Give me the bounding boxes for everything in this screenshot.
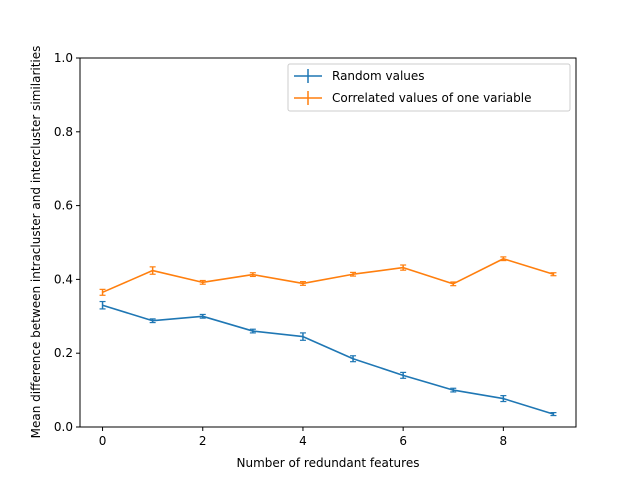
x-tick-label: 4 [299, 434, 307, 448]
series-line [102, 304, 554, 415]
y-tick-label: 0.4 [54, 272, 73, 286]
axes-layer: 0 2 4 6 8 0.0 0.2 0.4 0.6 0.8 1.0 [54, 51, 577, 448]
y-tick-label: 0.2 [54, 346, 73, 360]
x-tick-label: 0 [99, 434, 107, 448]
x-tick-label: 6 [399, 434, 407, 448]
legend-label: Correlated values of one variable [332, 91, 531, 105]
legend-entry-1: Correlated values of one variable [294, 91, 531, 105]
legend: Random values Correlated values of one va… [287, 63, 571, 112]
y-tick-label: 0.0 [54, 420, 73, 434]
series-layer [99, 256, 557, 417]
series-line [102, 257, 554, 294]
y-tick-label: 0.8 [54, 125, 73, 139]
y-axis-label: Mean difference between intracluster and… [29, 46, 43, 439]
axes-frame [79, 57, 577, 428]
x-tick-label: 2 [199, 434, 207, 448]
legend-frame [287, 63, 571, 112]
x-axis-label: Number of redundant features [237, 456, 420, 470]
legend-label: Random values [332, 69, 425, 83]
series-1 [99, 256, 557, 296]
x-tick-label: 8 [500, 434, 508, 448]
y-tick-label: 1.0 [54, 51, 73, 65]
y-tick-label: 0.6 [54, 199, 73, 213]
series-0 [99, 300, 557, 417]
legend-entry-0: Random values [294, 69, 425, 83]
